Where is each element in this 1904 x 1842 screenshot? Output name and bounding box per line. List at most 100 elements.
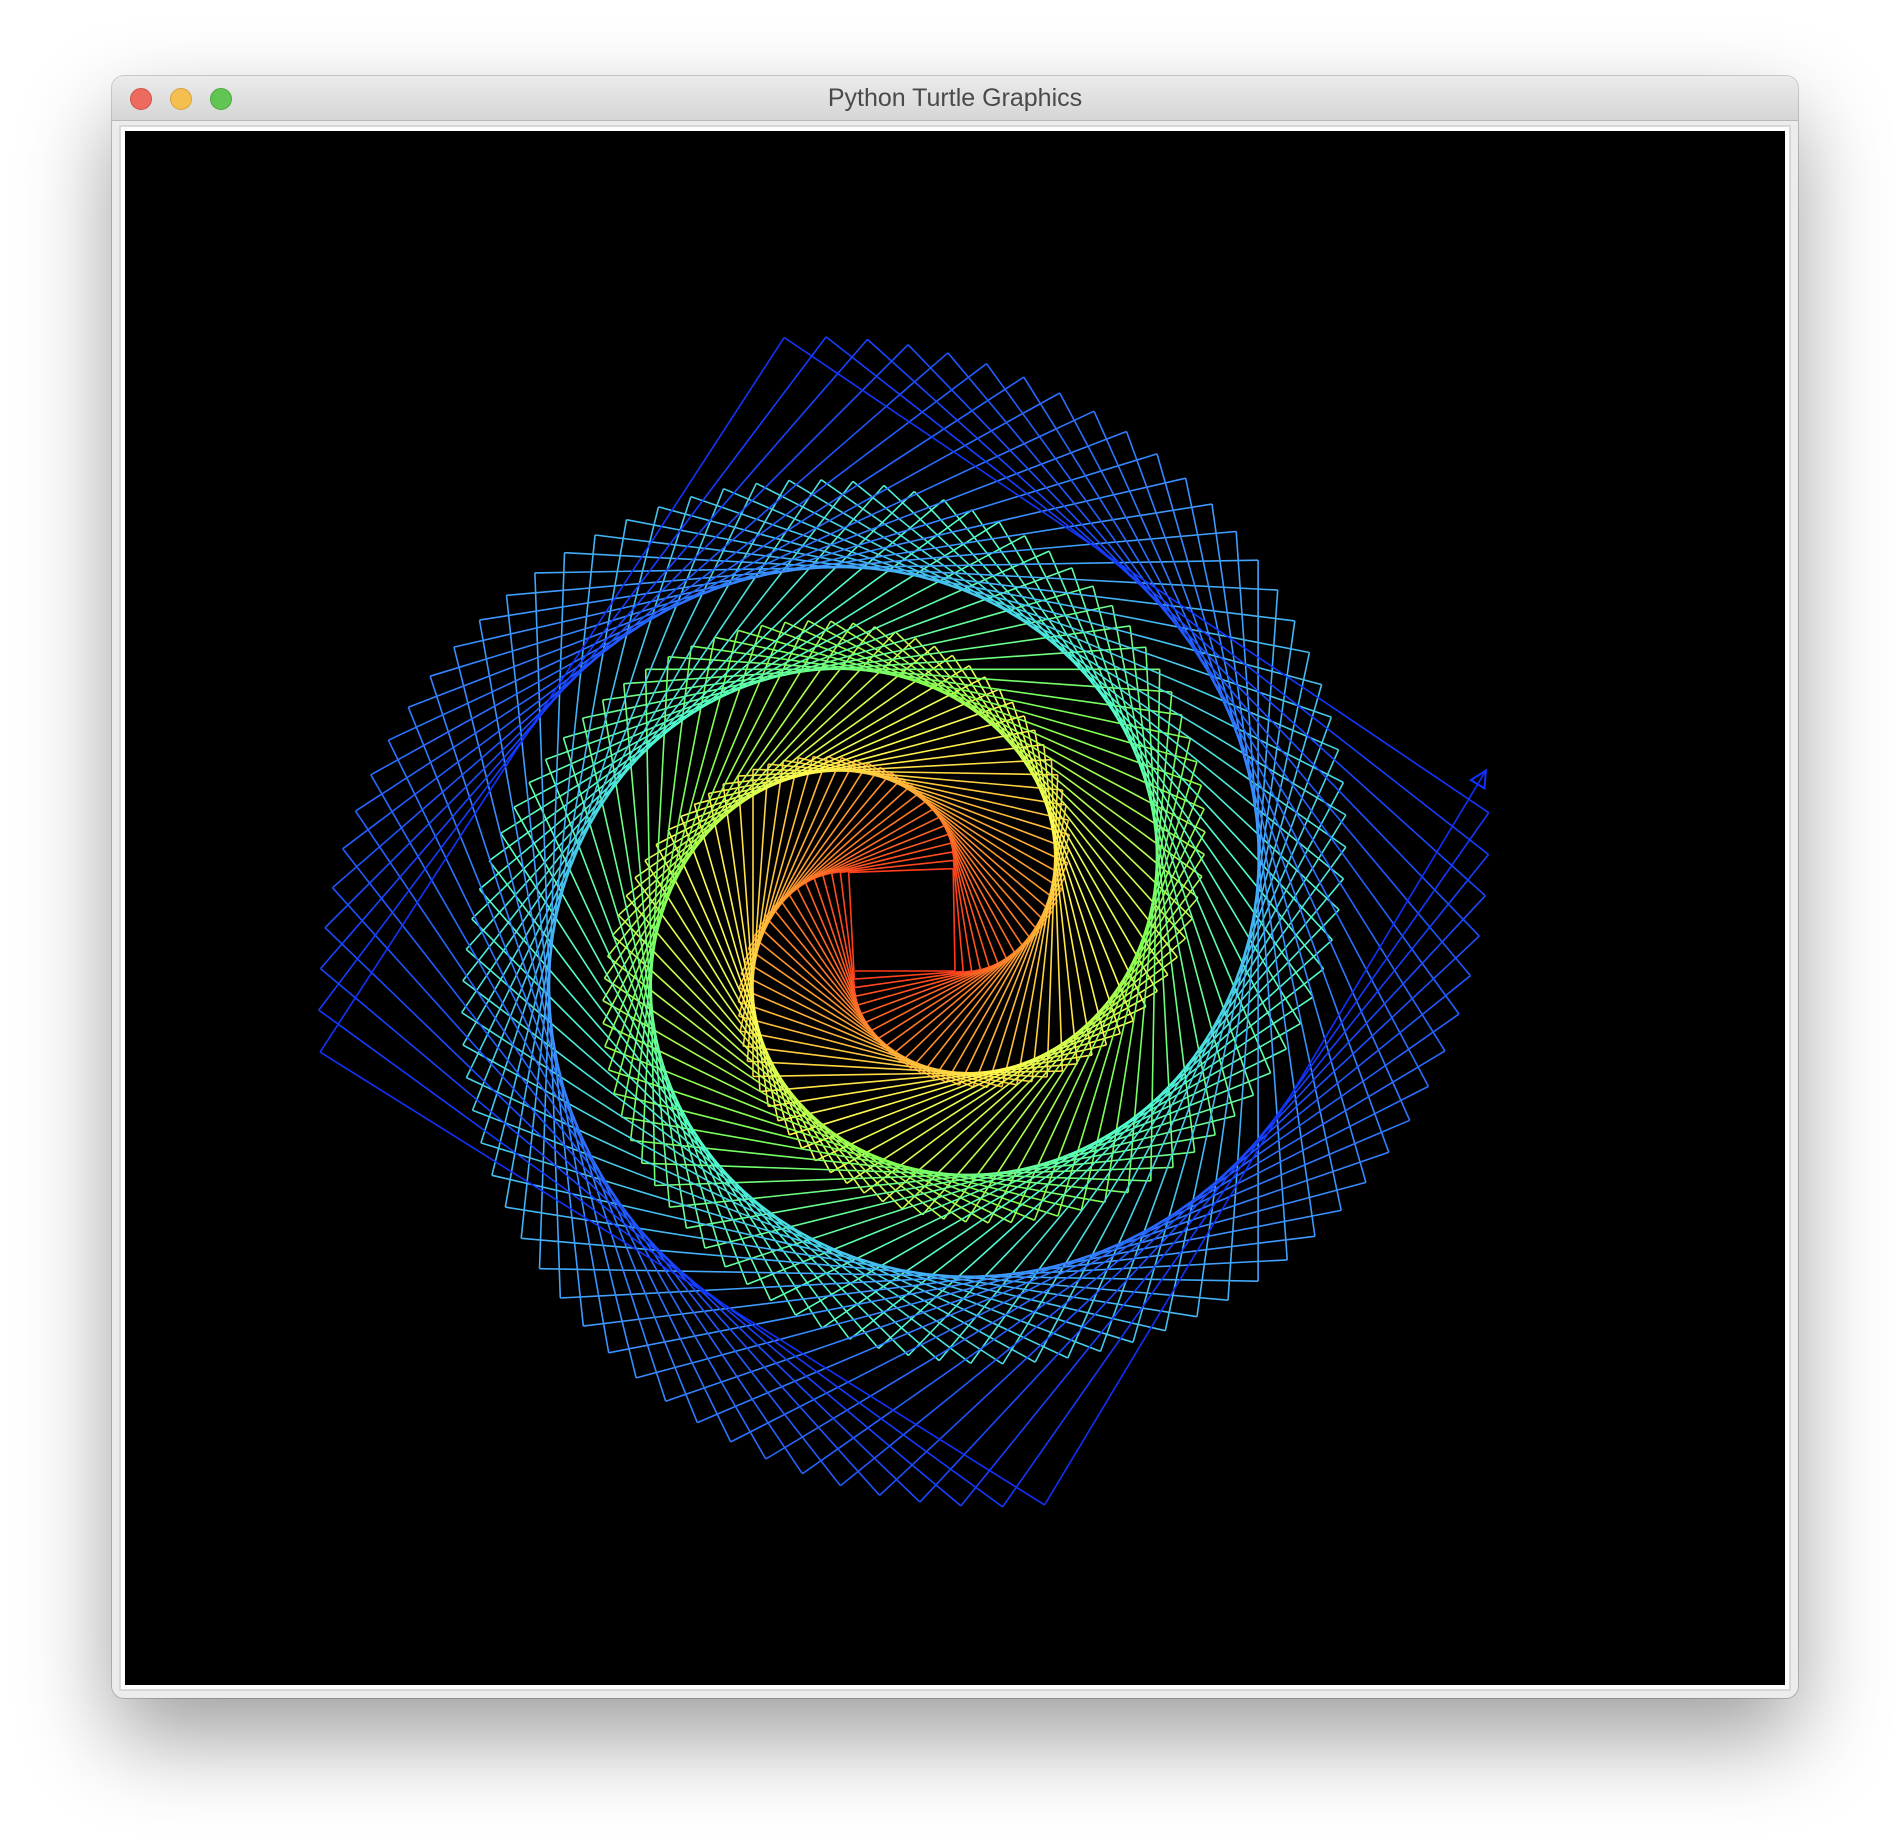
spiral-segment (737, 629, 1198, 763)
spiral-segment (857, 966, 990, 1006)
spiral-segment (965, 853, 1205, 1223)
spiral-segment (504, 519, 628, 1208)
spiral-segment (901, 918, 1193, 1210)
spiral-segment (1080, 738, 1192, 1211)
spiral-segment (618, 637, 917, 916)
spiral-segment (882, 937, 1187, 1203)
spiral-segment (479, 503, 1213, 621)
spiral-segment (324, 344, 909, 929)
spiral-segment (562, 737, 726, 1268)
spiral-segment (1164, 652, 1311, 1331)
spiral-segment (331, 887, 881, 1496)
spiral-segment (560, 1259, 1288, 1299)
close-button[interactable] (130, 88, 152, 110)
spiral-segment (783, 336, 1490, 814)
spiral-segment (831, 851, 953, 874)
spiral-segment (370, 774, 767, 1460)
spiral-segment (907, 344, 1480, 937)
spiral-segment (462, 479, 790, 1046)
spiral-segment (854, 970, 972, 989)
spiral-segment (804, 881, 866, 1023)
spiral-segment (952, 851, 973, 972)
spiral-segment (1043, 770, 1487, 1506)
spiral-segment (641, 1162, 1151, 1182)
turtle-window: Python Turtle Graphics (112, 76, 1798, 1698)
spiral-segment (798, 757, 1069, 821)
spiral-segment (613, 1092, 1082, 1211)
spiral-segment (830, 990, 1158, 1174)
spiral-segment (894, 631, 1193, 920)
spiral-segment (944, 825, 999, 965)
spiral-segment (1111, 605, 1216, 1136)
spiral-segment (847, 872, 856, 980)
spiral-segment (354, 810, 804, 1475)
spiral-segment (626, 518, 1310, 654)
maximize-button[interactable] (210, 88, 232, 110)
spiral-segment (480, 496, 692, 1144)
spiral-segment (796, 816, 941, 888)
spiral-segment (1001, 819, 1070, 1087)
spiral-segment (822, 874, 859, 1006)
spiral-segment (852, 622, 1203, 878)
minimize-button[interactable] (170, 88, 192, 110)
spiral-segment (805, 824, 946, 883)
canvas-frame (119, 125, 1791, 1691)
spiral-segment (644, 665, 970, 862)
spiral-segment (939, 816, 1008, 960)
spiral-segment (319, 1051, 1046, 1506)
spiral-segment (655, 676, 986, 846)
spiral-segment (914, 637, 1187, 939)
spiral-segment (1092, 585, 1236, 1117)
spiral-segment (1057, 761, 1198, 1217)
spiral-segment (1150, 669, 1161, 1181)
spiral-segment (342, 363, 987, 850)
spiral-segment (984, 676, 1147, 1008)
spiral-segment (795, 886, 871, 1032)
spiral-segment (658, 506, 1322, 686)
spiral-segment (714, 636, 1191, 740)
spiral-segment (607, 955, 945, 1220)
spiral-lines (318, 336, 1490, 1508)
spiral-segment (491, 1174, 1166, 1332)
spiral-segment (1235, 531, 1288, 1260)
spiral-segment (1211, 503, 1316, 1237)
spiral-segment (472, 1109, 1101, 1353)
spiral-segment (866, 338, 1486, 897)
spiral-segment (830, 873, 857, 997)
spiral-segment (813, 833, 949, 879)
spiral-segment (324, 927, 921, 1503)
spiral-segment (968, 665, 1158, 992)
spiral-segment (921, 897, 1199, 1216)
spiral-segment (686, 1134, 1216, 1229)
spiral-segment (611, 934, 924, 1216)
spiral-segment (667, 688, 1000, 831)
spiral-segment (521, 1237, 1229, 1301)
spiral-segment (319, 338, 869, 970)
spiral-segment (563, 585, 1094, 739)
spiral-segment (319, 337, 785, 1053)
spiral-segment (534, 572, 562, 1299)
spiral-segment (539, 1267, 1259, 1282)
spiral-segment (1196, 620, 1296, 1317)
spiral-segment (943, 876, 1203, 1220)
spiral-segment (1227, 590, 1279, 1301)
window-title: Python Turtle Graphics (827, 84, 1083, 112)
spiral-segment (603, 977, 967, 1223)
spiral-segment (564, 551, 1278, 591)
spiral-segment (488, 509, 973, 862)
title-bar[interactable]: Python Turtle Graphics (112, 76, 1798, 121)
spiral-segment (723, 743, 1044, 785)
spiral-segment (640, 656, 670, 1164)
spiral-segment (630, 1139, 1129, 1194)
spiral-segment (387, 739, 732, 1443)
spiral-segment (693, 804, 790, 1136)
spiral-segment (840, 859, 954, 874)
spiral-segment (708, 729, 1035, 795)
spiral-segment (704, 1115, 1236, 1249)
turtle-canvas[interactable] (125, 131, 1785, 1685)
spiral-segment (581, 717, 706, 1249)
spiral-segment (1058, 392, 1430, 1087)
spiral-segment (822, 842, 952, 876)
spiral-segment (1023, 376, 1446, 1052)
spiral-segment (801, 1013, 1460, 1475)
